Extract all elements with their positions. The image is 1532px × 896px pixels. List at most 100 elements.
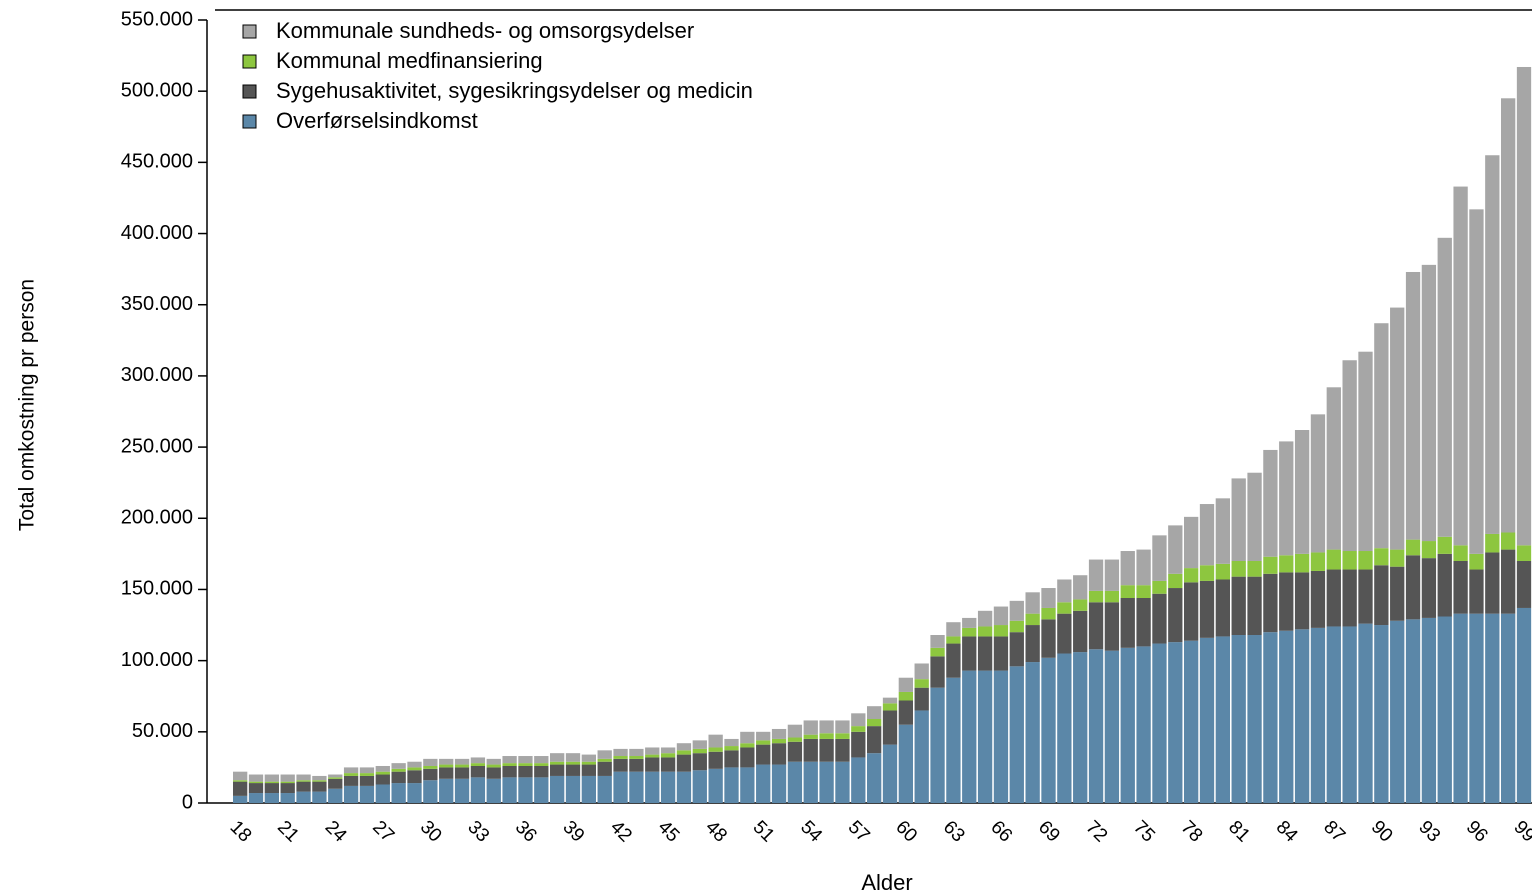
bar-segment bbox=[771, 764, 787, 803]
bar-segment bbox=[1136, 646, 1151, 803]
bar-segment bbox=[882, 710, 898, 745]
bar-segment bbox=[1342, 626, 1357, 803]
bar-segment bbox=[1516, 545, 1532, 561]
bar-segment bbox=[851, 731, 866, 758]
bar-segment bbox=[502, 765, 517, 778]
bar-segment bbox=[1041, 657, 1056, 803]
bar-segment bbox=[629, 748, 644, 757]
bar-segment bbox=[1104, 590, 1120, 603]
bar-segment bbox=[1057, 653, 1072, 803]
bar-segment bbox=[534, 765, 549, 778]
bar-segment bbox=[1358, 351, 1373, 552]
y-tick-label: 550.000 bbox=[121, 8, 193, 30]
bar-segment bbox=[233, 781, 248, 796]
bar-segment bbox=[914, 679, 929, 688]
bar-segment bbox=[946, 622, 961, 637]
bar-segment bbox=[1358, 569, 1373, 624]
bar-segment bbox=[787, 761, 803, 803]
legend-swatch bbox=[242, 114, 257, 129]
bar-segment bbox=[375, 771, 390, 775]
bar-segment bbox=[423, 768, 438, 781]
bar-segment bbox=[1231, 560, 1246, 577]
bar-segment bbox=[407, 761, 422, 768]
y-axis-label: Total omkostning pr person bbox=[16, 279, 39, 531]
bar-segment bbox=[486, 758, 501, 765]
bar-segment bbox=[1104, 602, 1120, 651]
bar-segment bbox=[803, 720, 818, 735]
bar-segment bbox=[1025, 662, 1040, 803]
bar-segment bbox=[423, 765, 438, 769]
bar-segment bbox=[296, 774, 311, 781]
bar-segment bbox=[565, 764, 581, 776]
bar-segment bbox=[977, 636, 993, 671]
bar-segment bbox=[248, 783, 264, 794]
bar-segment bbox=[1390, 307, 1405, 550]
bar-segment bbox=[391, 768, 406, 772]
bar-segment bbox=[1057, 579, 1072, 603]
bar-segment bbox=[1453, 545, 1468, 561]
bar-segment bbox=[1057, 613, 1072, 654]
bar-segment bbox=[1088, 559, 1104, 591]
bar-segment bbox=[724, 746, 739, 751]
bar-segment bbox=[486, 767, 501, 779]
bar-segment bbox=[740, 743, 755, 748]
bar-segment bbox=[1358, 551, 1373, 570]
bar-segment bbox=[1279, 572, 1294, 631]
x-tick-label: 39 bbox=[558, 817, 588, 847]
bar-segment bbox=[1516, 560, 1532, 608]
x-tick-label: 45 bbox=[654, 817, 684, 847]
bar-segment bbox=[1485, 533, 1500, 553]
bar-segment bbox=[819, 720, 834, 734]
bar-segment bbox=[280, 793, 295, 803]
bar-segment bbox=[597, 775, 612, 803]
bar-segment bbox=[1215, 498, 1230, 564]
bar-segment bbox=[1516, 607, 1532, 803]
x-tick-label: 27 bbox=[368, 817, 398, 847]
bar-segment bbox=[1310, 627, 1326, 803]
bar-segment bbox=[613, 756, 628, 759]
y-tick-label: 350.000 bbox=[121, 293, 193, 315]
bar-segment bbox=[502, 777, 517, 803]
bar-segment bbox=[977, 670, 993, 803]
bar-segment bbox=[391, 771, 406, 784]
bar-segment bbox=[962, 617, 977, 628]
bar-segment bbox=[502, 763, 517, 766]
bar-segment bbox=[1073, 599, 1088, 611]
bar-segment bbox=[1405, 271, 1421, 540]
bar-segment bbox=[1501, 98, 1516, 533]
bar-segment bbox=[264, 781, 279, 784]
bar-segment bbox=[359, 773, 375, 776]
bar-segment bbox=[565, 761, 581, 765]
bar-segment bbox=[439, 767, 454, 779]
x-tick-label: 90 bbox=[1367, 817, 1397, 847]
x-tick-label: 54 bbox=[796, 817, 826, 847]
bar-segment bbox=[565, 753, 581, 762]
bar-segment bbox=[724, 767, 739, 803]
bar-segment bbox=[1453, 186, 1468, 546]
x-tick-label: 96 bbox=[1462, 817, 1492, 847]
bar-segment bbox=[993, 670, 1009, 803]
bar-segment bbox=[1247, 472, 1262, 561]
bar-segment bbox=[1279, 555, 1294, 573]
bar-segment bbox=[1120, 647, 1135, 803]
legend-label: Kommunale sundheds- og omsorgsydelser bbox=[276, 18, 694, 43]
bar-segment bbox=[1469, 613, 1484, 803]
bar-segment bbox=[1215, 579, 1230, 637]
bar-segment bbox=[1215, 563, 1230, 580]
bar-segment bbox=[1152, 535, 1167, 581]
legend-label: Sygehusaktivitet, sygesikringsydelser og… bbox=[276, 78, 753, 103]
bar-segment bbox=[423, 758, 438, 766]
bar-segment bbox=[233, 795, 248, 803]
bar-segment bbox=[1405, 619, 1421, 803]
bar-segment bbox=[660, 753, 676, 758]
bar-segment bbox=[898, 677, 913, 692]
bar-segment bbox=[914, 687, 929, 711]
bar-segment bbox=[248, 793, 264, 803]
bar-segment bbox=[977, 610, 993, 627]
bar-segment bbox=[1374, 565, 1389, 626]
bar-segment bbox=[565, 775, 581, 803]
bar-segment bbox=[819, 761, 834, 803]
bar-segment bbox=[328, 774, 343, 778]
y-tick-label: 200.000 bbox=[121, 507, 193, 529]
bar-segment bbox=[1152, 643, 1167, 803]
